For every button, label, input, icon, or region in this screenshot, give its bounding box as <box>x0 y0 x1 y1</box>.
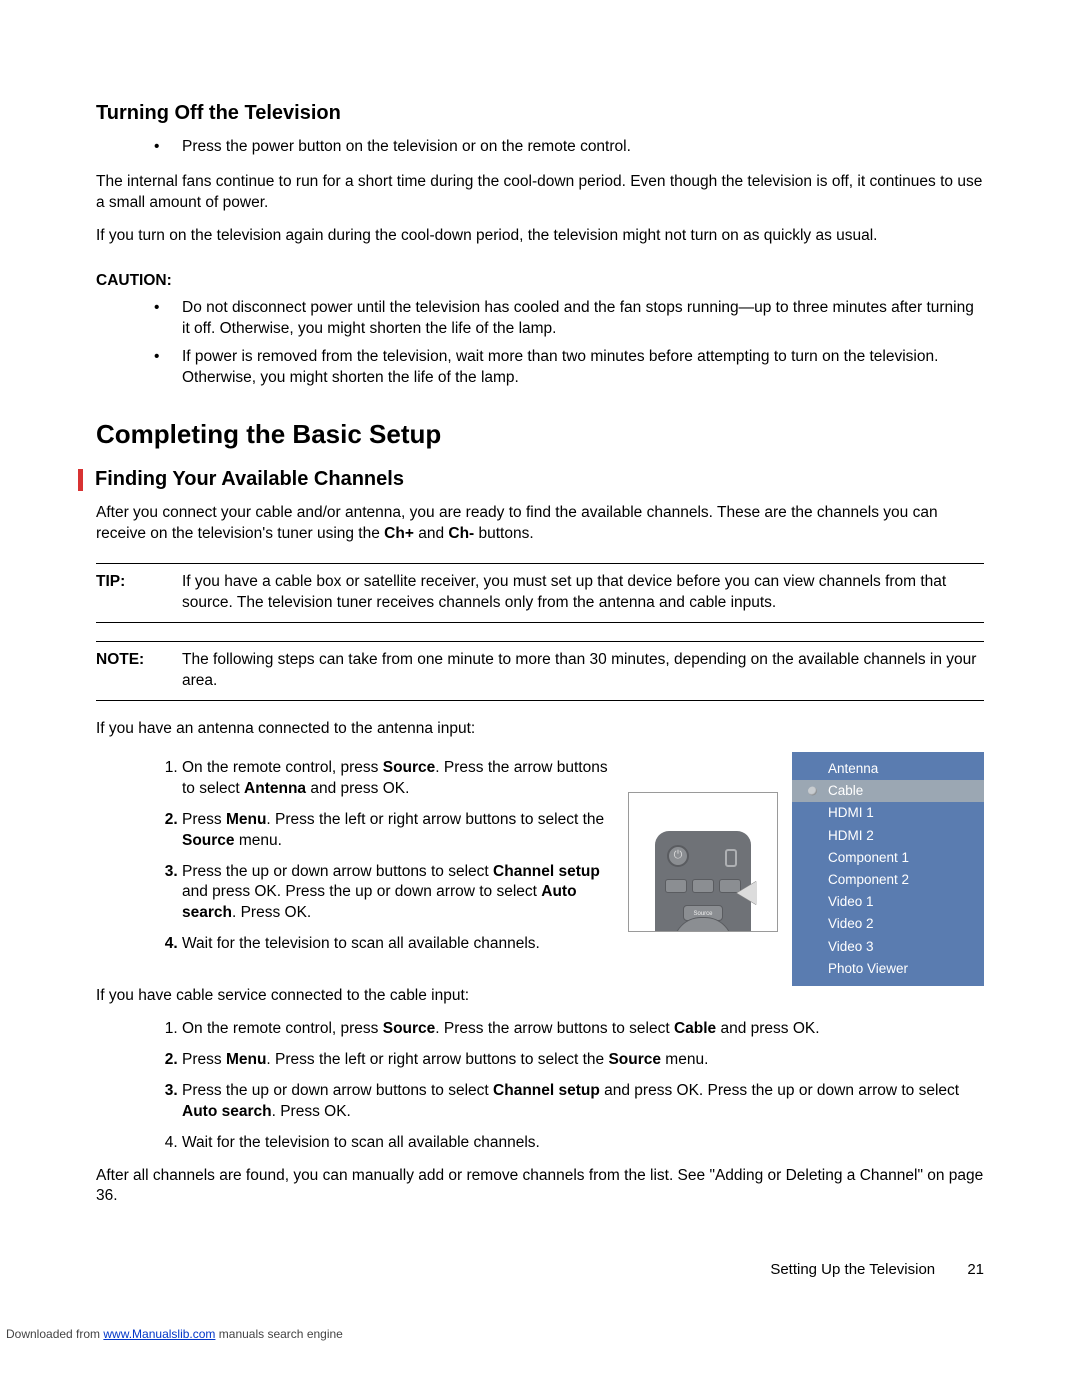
tip-callout: TIP: If you have a cable box or satellit… <box>96 563 984 623</box>
arrow-icon <box>737 881 757 905</box>
menu-item: Component 1 <box>792 847 984 869</box>
menu-item: Component 2 <box>792 869 984 891</box>
step-item: On the remote control, press Source. Pre… <box>182 758 608 800</box>
heading-finding-channels: Finding Your Available Channels <box>95 466 404 493</box>
indicator-icon <box>725 849 737 867</box>
chapter-title: Setting Up the Television <box>770 1261 935 1278</box>
note-callout: NOTE: The following steps can take from … <box>96 641 984 701</box>
paragraph: After you connect your cable and/or ante… <box>96 503 984 545</box>
caution-item: If power is removed from the television,… <box>182 347 984 389</box>
paragraph: If you have an antenna connected to the … <box>96 719 984 740</box>
page-footer: Setting Up the Television 21 <box>770 1260 984 1280</box>
antenna-steps: On the remote control, press Source. Pre… <box>96 758 608 955</box>
text: manuals search engine <box>215 1327 342 1341</box>
source-menu: Antenna Cable HDMI 1 HDMI 2 Component 1 … <box>792 752 984 986</box>
bullet-list: Press the power button on the television… <box>96 137 984 158</box>
remote-button <box>692 879 714 893</box>
cable-steps: On the remote control, press Source. Pre… <box>96 1019 984 1154</box>
caution-label: CAUTION: <box>96 271 984 292</box>
paragraph: If you turn on the television again duri… <box>96 226 984 247</box>
menu-item-selected: Cable <box>792 780 984 802</box>
step-item: Press Menu. Press the left or right arro… <box>182 1050 984 1071</box>
note-text: The following steps can take from one mi… <box>182 650 984 692</box>
menu-item: Video 3 <box>792 936 984 958</box>
page-number: 21 <box>967 1261 984 1278</box>
step-item: Press the up or down arrow buttons to se… <box>182 1081 984 1123</box>
dpad-icon <box>673 917 733 932</box>
step-item: On the remote control, press Source. Pre… <box>182 1019 984 1040</box>
power-icon: ⏻ <box>667 845 689 867</box>
tip-text: If you have a cable box or satellite rec… <box>182 572 984 614</box>
step-item: Wait for the television to scan all avai… <box>182 934 608 955</box>
change-bar-icon <box>78 469 83 491</box>
heading-turning-off: Turning Off the Television <box>96 100 984 127</box>
manualslib-link[interactable]: www.Manualslib.com <box>103 1327 215 1341</box>
bold-text: Ch+ <box>384 525 414 542</box>
tip-label: TIP: <box>96 572 182 614</box>
paragraph: The internal fans continue to run for a … <box>96 172 984 214</box>
step-item: Wait for the television to scan all avai… <box>182 1133 984 1154</box>
text: and <box>414 525 448 542</box>
menu-item: Video 2 <box>792 913 984 935</box>
paragraph: After all channels are found, you can ma… <box>96 1166 984 1208</box>
menu-item: Antenna <box>792 758 984 780</box>
text: buttons. <box>474 525 533 542</box>
caution-list: Do not disconnect power until the televi… <box>96 298 984 390</box>
menu-item: Video 1 <box>792 891 984 913</box>
manual-page: Turning Off the Television Press the pow… <box>0 0 1080 1350</box>
step-item: Press the up or down arrow buttons to se… <box>182 862 608 925</box>
text: Downloaded from <box>6 1327 103 1341</box>
bold-text: Ch- <box>448 525 474 542</box>
subheading-row: Finding Your Available Channels <box>96 466 984 493</box>
menu-item: Photo Viewer <box>792 958 984 980</box>
remote-illustration: ⏻ Source <box>628 792 778 932</box>
download-note: Downloaded from www.Manualslib.com manua… <box>6 1326 343 1342</box>
heading-basic-setup: Completing the Basic Setup <box>96 417 984 452</box>
remote-body: ⏻ Source <box>655 831 751 932</box>
note-label: NOTE: <box>96 650 182 692</box>
steps-and-figure: On the remote control, press Source. Pre… <box>96 752 984 986</box>
menu-item: HDMI 1 <box>792 802 984 824</box>
bullet-item: Press the power button on the television… <box>182 137 984 158</box>
remote-button <box>665 879 687 893</box>
step-item: Press Menu. Press the left or right arro… <box>182 810 608 852</box>
paragraph: If you have cable service connected to t… <box>96 986 984 1007</box>
caution-item: Do not disconnect power until the televi… <box>182 298 984 340</box>
menu-item: HDMI 2 <box>792 825 984 847</box>
